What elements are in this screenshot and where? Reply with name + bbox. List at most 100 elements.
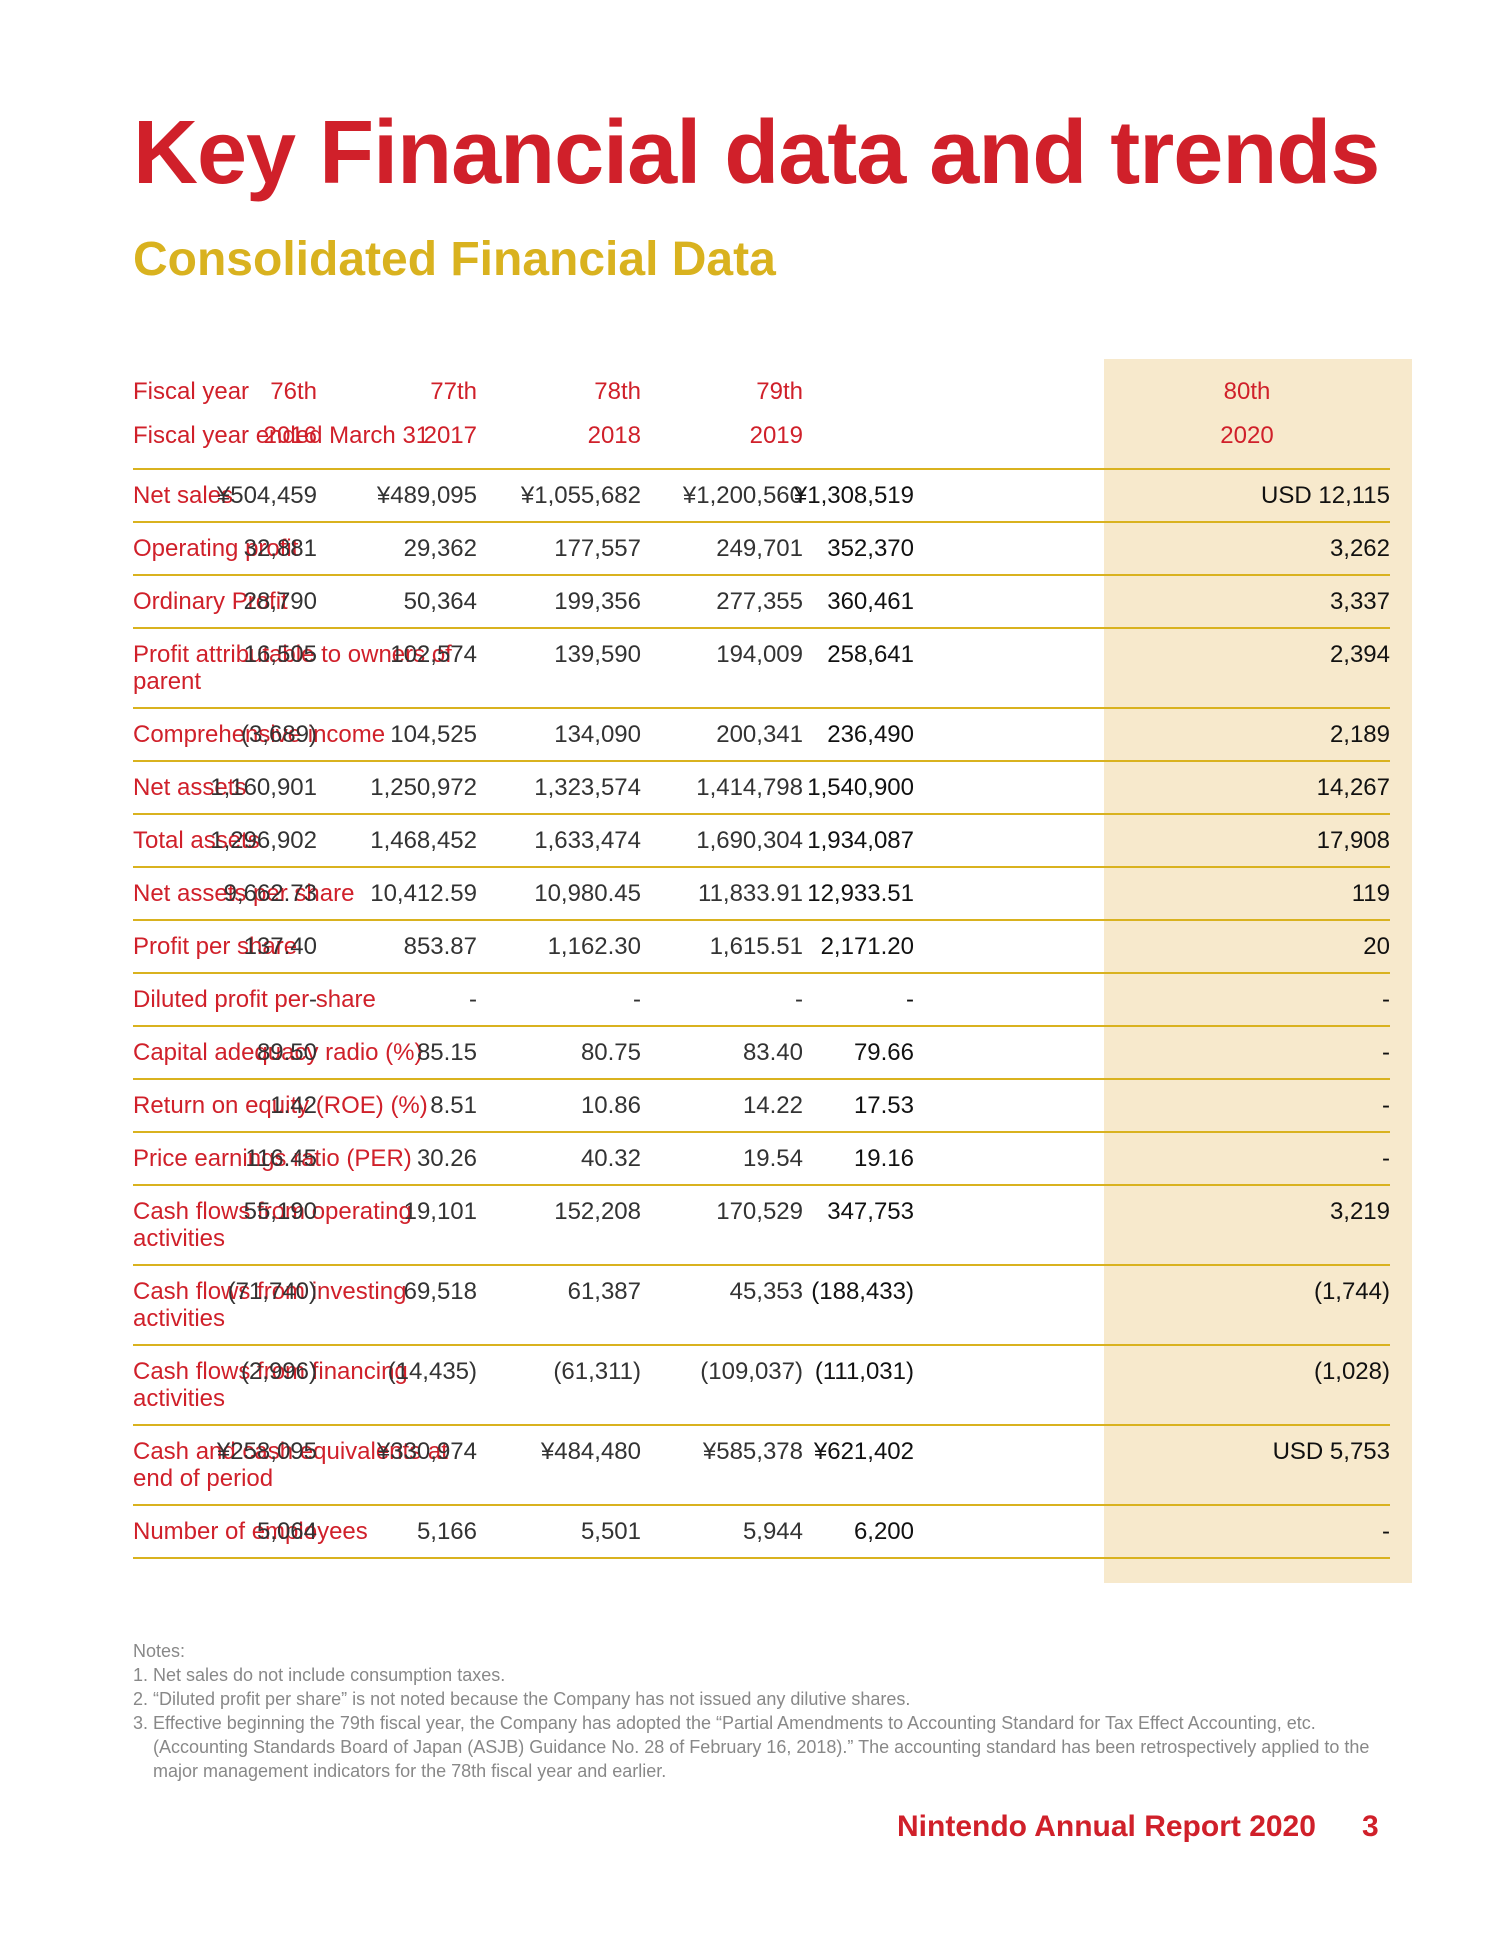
header-label-fiscal-year-ended: Fiscal year ended March 31 xyxy=(133,422,430,449)
table-cell: 69,518 xyxy=(403,1278,477,1305)
table-cell: ¥258,095 xyxy=(216,1438,317,1465)
table-row: Diluted profit per share - - - - - - xyxy=(133,972,1390,1025)
table-cell: 12,933.51 xyxy=(807,880,914,907)
table-cell: - xyxy=(633,986,641,1013)
table-cell: 194,009 xyxy=(716,641,803,668)
table-cell: 5,166 xyxy=(416,1518,477,1545)
table-cell: 50,364 xyxy=(403,588,477,615)
table-cell: (3,689) xyxy=(240,721,317,748)
table-cell: 116.45 xyxy=(245,1145,317,1172)
row-label: Price earnings ratio (PER) xyxy=(133,1145,412,1172)
table-cell: 200,341 xyxy=(716,721,803,748)
table-cell: 1,162.30 xyxy=(547,933,641,960)
table-cell: 104,525 xyxy=(390,721,477,748)
header-period-80th: 80th xyxy=(1223,378,1271,405)
header-year-2016: 2016 xyxy=(263,422,317,449)
page-title: Key Financial data and trends xyxy=(133,103,1380,203)
header-period-76th: 76th xyxy=(270,378,317,405)
table-cell: 249,701 xyxy=(716,535,803,562)
table-cell: 19.54 xyxy=(742,1145,803,1172)
row-label: Return on equity (ROE) (%) xyxy=(133,1092,428,1119)
table-cell: 5,501 xyxy=(580,1518,641,1545)
table-cell: 347,753 xyxy=(827,1198,914,1225)
table-cell: 10,412.59 xyxy=(370,880,477,907)
table-cell: 1,633,474 xyxy=(534,827,641,854)
table-header-row-fiscal-year: Fiscal year 76th 77th 78th 79th 80th xyxy=(133,370,1390,414)
header-year-2019: 2019 xyxy=(749,422,803,449)
table-cell: 177,557 xyxy=(554,535,641,562)
row-label: Cash and cash equivalents at end of peri… xyxy=(133,1438,448,1492)
page-number: 3 xyxy=(1362,1810,1379,1843)
table-cell: 853.87 xyxy=(403,933,477,960)
row-label: Profit per share xyxy=(133,933,298,960)
table-row: Capital adequacy radio (%) 89.50 85.15 80.7… xyxy=(133,1025,1390,1078)
table-row: Net assets per share 9,662.73 10,412.59 10,… xyxy=(133,866,1390,919)
row-label: Cash flows from investing activities xyxy=(133,1278,407,1332)
table-row: Comprehensive income (3,689) 104,525 134,09… xyxy=(133,707,1390,760)
table-cell: (61,311) xyxy=(553,1358,641,1385)
table-cell: 29,362 xyxy=(403,535,477,562)
table-cell: 17.53 xyxy=(853,1092,914,1119)
table-cell: ¥1,308,519 xyxy=(793,482,914,509)
header-period-77th: 77th xyxy=(430,378,477,405)
table-row: Cash flows from investing activities (71,… xyxy=(133,1264,1390,1344)
page-subtitle: Consolidated Financial Data xyxy=(133,233,776,286)
table-cell: - xyxy=(906,986,914,1013)
table-row: Ordinary Profit 28,790 50,364 199,356 277,35… xyxy=(133,574,1390,627)
table-cell: 45,353 xyxy=(729,1278,803,1305)
table-cell: 14,267 xyxy=(1316,774,1390,801)
table-cell: 10.86 xyxy=(580,1092,641,1119)
table-cell: 2,189 xyxy=(1329,721,1390,748)
table-cell: (71,740) xyxy=(227,1278,317,1305)
table-cell: 14.22 xyxy=(742,1092,803,1119)
table-cell: 1,250,972 xyxy=(370,774,477,801)
table-cell: 5,064 xyxy=(256,1518,317,1545)
table-row: Net assets 1,160,901 1,250,972 1,323,574 1,4… xyxy=(133,760,1390,813)
table-cell: ¥484,480 xyxy=(540,1438,641,1465)
header-period-78th: 78th xyxy=(594,378,641,405)
table-cell: 17,908 xyxy=(1316,827,1390,854)
table-cell: - xyxy=(1382,986,1390,1013)
note-item: 1. Net sales do not include consumption … xyxy=(133,1665,506,1685)
header-year-2020: 2020 xyxy=(1220,422,1274,449)
table-cell: 1,160,901 xyxy=(210,774,317,801)
table-cell: 170,529 xyxy=(716,1198,803,1225)
table-cell: ¥585,378 xyxy=(702,1438,803,1465)
table-cell: ¥621,402 xyxy=(813,1438,914,1465)
table-cell: 8.51 xyxy=(430,1092,477,1119)
row-label: Net sales xyxy=(133,482,234,509)
table-cell: 139,590 xyxy=(554,641,641,668)
row-label: Profit attributable to owners of parent xyxy=(133,641,452,695)
table-cell: 85.15 xyxy=(416,1039,477,1066)
table-cell: ¥330,974 xyxy=(376,1438,477,1465)
note-item: 2. “Diluted profit per share” is not not… xyxy=(133,1689,911,1709)
table-cell: - xyxy=(1382,1145,1390,1172)
table-row: Return on equity (ROE) (%) 1.42 8.51 10.86 1… xyxy=(133,1078,1390,1131)
table-cell: 20 xyxy=(1363,933,1390,960)
table-cell: 19,101 xyxy=(403,1198,477,1225)
table-cell: 1,414,798 xyxy=(696,774,803,801)
table-cell: 102,574 xyxy=(390,641,477,668)
header-period-79th: 79th xyxy=(756,378,803,405)
table-cell: 360,461 xyxy=(827,588,914,615)
table-cell: - xyxy=(469,986,477,1013)
table-cell: - xyxy=(309,986,317,1013)
table-cell: 119 xyxy=(1351,880,1390,907)
row-label: Ordinary Profit xyxy=(133,588,288,615)
header-year-2018: 2018 xyxy=(587,422,641,449)
table-row: Number of employees 5,064 5,166 5,501 5,944 6… xyxy=(133,1504,1390,1559)
table-cell: 1,934,087 xyxy=(807,827,914,854)
note-item: 3. Effective beginning the 79th fiscal y… xyxy=(133,1713,1370,1781)
table-cell: 236,490 xyxy=(827,721,914,748)
row-label: Net assets xyxy=(133,774,247,801)
table-cell: USD 5,753 xyxy=(1272,1438,1390,1465)
table-cell: 2,171.20 xyxy=(820,933,914,960)
table-row: Price earnings ratio (PER) 116.45 30.26 40.… xyxy=(133,1131,1390,1184)
notes-heading: Notes: xyxy=(133,1641,186,1661)
table-cell: 199,356 xyxy=(554,588,641,615)
table-cell: 1.42 xyxy=(270,1092,317,1119)
financial-data-table: Fiscal year 76th 77th 78th 79th 80th Fis… xyxy=(133,370,1390,1559)
table-cell: ¥1,055,682 xyxy=(520,482,641,509)
table-cell: 134,090 xyxy=(554,721,641,748)
row-label: Total assets xyxy=(133,827,260,854)
